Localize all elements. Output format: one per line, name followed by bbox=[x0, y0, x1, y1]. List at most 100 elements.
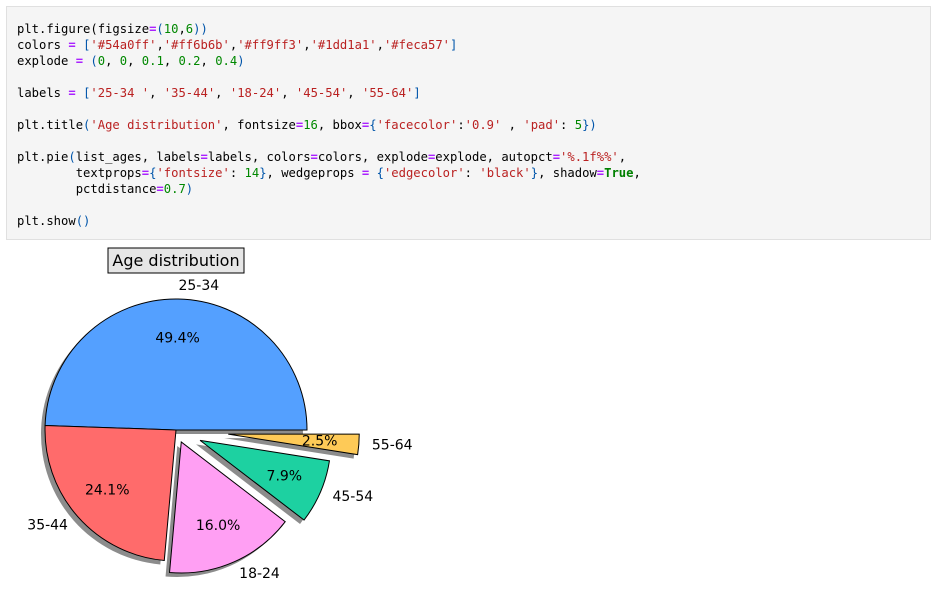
code-token: textprops bbox=[17, 166, 142, 180]
code-token: '35-44' bbox=[163, 86, 216, 100]
code-token: [ bbox=[83, 38, 91, 52]
code-token: '#ff9ff3' bbox=[237, 38, 304, 52]
code-token: , bbox=[303, 38, 311, 52]
code-line: textprops={'fontsize': 14}, wedgeprops =… bbox=[17, 165, 641, 181]
slice-value-18-24: 16.0% bbox=[196, 518, 240, 534]
code-token: 'edgecolor' bbox=[383, 166, 465, 180]
code-token: , bbox=[215, 86, 230, 100]
code-token: '25-34 ' bbox=[90, 86, 150, 100]
code-token: 'Age distribution' bbox=[90, 118, 223, 132]
code-token bbox=[76, 38, 83, 52]
code-token: '55-64' bbox=[361, 86, 414, 100]
code-token: } bbox=[530, 166, 539, 180]
code-token: , bbox=[501, 118, 524, 132]
code-token bbox=[76, 86, 83, 100]
code-token: )) bbox=[193, 22, 208, 36]
code-token: 16 bbox=[303, 118, 318, 132]
code-token: '0.9' bbox=[464, 118, 502, 132]
slice-value-45-54: 7.9% bbox=[267, 469, 303, 485]
slice-label-55-64: 55-64 bbox=[372, 437, 413, 453]
code-line: plt.figure(figsize=(10,6)) bbox=[17, 21, 641, 37]
wedge-35-44 bbox=[44, 424, 177, 562]
code-token: colors bbox=[17, 38, 69, 52]
code-token: '#54a0ff' bbox=[90, 38, 157, 52]
code-token: = bbox=[596, 166, 605, 180]
code-line: plt.pie(list_ages, labels = labels, colors… bbox=[17, 149, 641, 165]
code-token: , bbox bbox=[317, 118, 362, 132]
code-token: : bbox=[464, 166, 480, 180]
chart-title-box bbox=[107, 247, 245, 274]
code-token: 0.2 bbox=[178, 54, 201, 68]
code-token: 'facecolor' bbox=[376, 118, 458, 132]
code-token: list_ages, labels bbox=[75, 150, 201, 164]
code-token: , wedgeprops bbox=[266, 166, 362, 180]
code-token: ] bbox=[413, 86, 421, 100]
code-token: plt.pie bbox=[17, 150, 69, 164]
code-token: [ bbox=[83, 86, 91, 100]
code-token: labels, colors bbox=[207, 150, 311, 164]
code-token: 'fontsize' bbox=[156, 166, 230, 180]
code-token: , bbox=[633, 166, 641, 180]
pie-chart: Age distribution 25-34 49.4% 35-44 24.1% 18-… bbox=[27, 247, 413, 582]
code-token: = bbox=[68, 38, 76, 52]
pie-labels: 25-34 49.4% 35-44 24.1% 18-24 16.0% 45-54 7.9% 5… bbox=[27, 278, 412, 582]
code-token: plt.title bbox=[17, 118, 84, 132]
code-token: labels bbox=[17, 86, 69, 100]
code-token: = bbox=[295, 118, 304, 132]
slice-value-25-34: 49.4% bbox=[155, 330, 199, 346]
code-token: '#1dd1a1' bbox=[310, 38, 377, 52]
code-token: , bbox=[347, 86, 362, 100]
code-cell[interactable]: plt.figure(figsize=(10,6)) colors = ['#54… bbox=[6, 6, 931, 240]
wedge-18-24 bbox=[168, 441, 286, 574]
code-token: = bbox=[68, 86, 76, 100]
code-token: ( bbox=[90, 54, 98, 68]
code-token: = bbox=[552, 150, 561, 164]
code-token: : bbox=[229, 166, 245, 180]
code-token: 14 bbox=[244, 166, 260, 180]
code-token: , shadow bbox=[538, 166, 597, 180]
slice-value-55-64: 2.5% bbox=[302, 433, 338, 449]
code-token: plt.show bbox=[17, 214, 76, 228]
code-line bbox=[17, 69, 641, 85]
code-token: , bbox=[156, 38, 164, 52]
slice-label-18-24: 18-24 bbox=[239, 566, 280, 582]
code-token: = bbox=[149, 22, 157, 36]
code-line bbox=[17, 197, 641, 213]
code-token: ( bbox=[156, 22, 164, 36]
slice-value-35-44: 24.1% bbox=[85, 483, 129, 499]
code-token: = bbox=[361, 118, 370, 132]
code-token: }) bbox=[582, 118, 597, 132]
code-line: plt.show() bbox=[17, 213, 641, 229]
code-token: , bbox=[105, 54, 120, 68]
code-token: '18-24' bbox=[229, 86, 282, 100]
code-token: 10 bbox=[163, 22, 179, 36]
code-token: , bbox=[200, 54, 216, 68]
code-token: { bbox=[369, 118, 377, 132]
code-line bbox=[17, 101, 641, 117]
code-token: '#ff6b6b' bbox=[163, 38, 230, 52]
code-token: 0.7 bbox=[163, 182, 186, 196]
code-token: , bbox=[618, 150, 627, 164]
code-token: , fontsize bbox=[222, 118, 296, 132]
code-token: ( bbox=[68, 150, 76, 164]
code-token: { bbox=[376, 166, 384, 180]
wedge-45-54 bbox=[199, 439, 331, 521]
wedge-25-34 bbox=[44, 298, 308, 431]
code-token: 'pad' bbox=[523, 118, 561, 132]
slice-label-45-54: 45-54 bbox=[332, 489, 373, 505]
code-token: explode, autopct bbox=[435, 150, 553, 164]
code-line: labels = ['25-34 ', '35-44', '18-24', '4… bbox=[17, 85, 641, 101]
code-token: '45-54' bbox=[295, 86, 348, 100]
code-token: 0 bbox=[119, 54, 128, 68]
code-token: 0 bbox=[97, 54, 106, 68]
code-token: pctdistance bbox=[17, 182, 157, 196]
code-token: explode bbox=[17, 54, 76, 68]
slice-label-35-44: 35-44 bbox=[27, 517, 68, 533]
code-token: 'black' bbox=[479, 166, 531, 180]
code-line: plt.title('Age distribution', fontsize=1… bbox=[17, 117, 641, 133]
code-token: 0.1 bbox=[141, 54, 164, 68]
code-token: True bbox=[604, 166, 634, 180]
code-token: { bbox=[149, 166, 157, 180]
code-block[interactable]: plt.figure(figsize=(10,6)) colors = ['#54… bbox=[17, 21, 641, 229]
code-token: colors, explode bbox=[317, 150, 428, 164]
